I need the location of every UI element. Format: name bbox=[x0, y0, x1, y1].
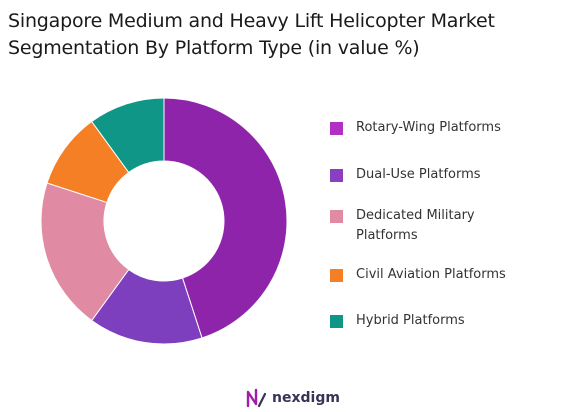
donut-slice-rotary-wing-platforms bbox=[163, 97, 288, 339]
legend-label: Dual-Use Platforms bbox=[356, 167, 481, 182]
legend-item-civil-aviation: Civil Aviation Platforms bbox=[330, 265, 541, 285]
legend-item-dedicated-military: Dedicated Military Platforms bbox=[330, 206, 506, 246]
legend-item-hybrid: Hybrid Platforms bbox=[330, 311, 541, 331]
legend-item-dual-use: Dual-Use Platforms bbox=[330, 165, 541, 185]
nexdigm-logo-icon bbox=[246, 388, 267, 408]
brand-name: nexdigm bbox=[272, 390, 340, 406]
legend-swatch bbox=[330, 169, 343, 182]
legend-swatch bbox=[330, 315, 343, 328]
legend-swatch bbox=[330, 210, 343, 223]
donut-slices bbox=[40, 97, 288, 345]
donut-slice-hybrid-platforms bbox=[91, 97, 165, 174]
legend-label: Civil Aviation Platforms bbox=[356, 267, 506, 282]
legend-label: Hybrid Platforms bbox=[356, 313, 465, 328]
brand-logo: nexdigm bbox=[246, 388, 340, 408]
chart-title-line-1: Singapore Medium and Heavy Lift Helicopt… bbox=[8, 10, 495, 32]
donut-slice-dedicated-military-platforms bbox=[40, 182, 130, 322]
legend-swatch bbox=[330, 122, 343, 135]
legend-label: Rotary-Wing Platforms bbox=[356, 120, 501, 135]
chart-title-line-2: Segmentation By Platform Type (in value … bbox=[8, 37, 420, 59]
legend-label: Dedicated Military Platforms bbox=[356, 208, 475, 243]
chart-title: Singapore Medium and Heavy Lift Helicopt… bbox=[8, 8, 568, 62]
legend-item-rotary-wing: Rotary-Wing Platforms bbox=[330, 118, 541, 138]
legend-swatch bbox=[330, 269, 343, 282]
